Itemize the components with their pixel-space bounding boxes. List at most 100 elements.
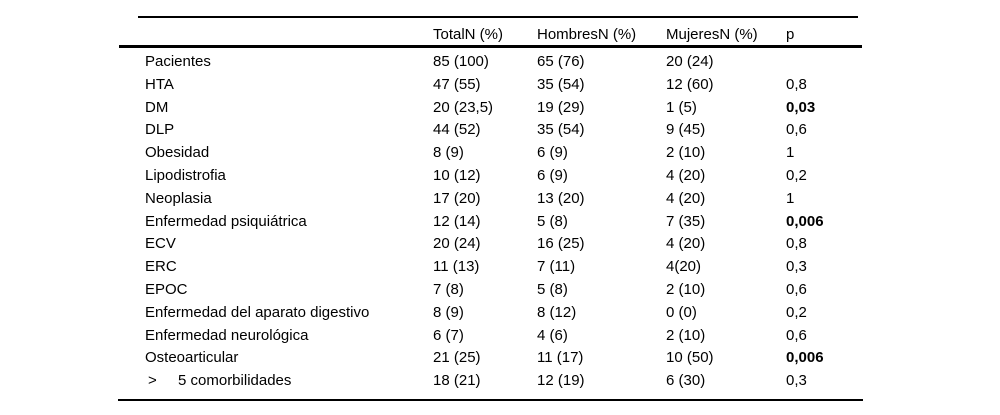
row-label: Lipodistrofia [145, 166, 226, 184]
table-row: HTA 47 (55) 35 (54) 12 (60) 0,8 [145, 74, 858, 97]
row-label-prefix: > [148, 372, 157, 390]
cell-hombres: 5 (8) [537, 212, 568, 230]
cell-mujeres: 7 (35) [666, 212, 706, 230]
cell-mujeres: 2 (10) [666, 280, 706, 298]
row-label: DLP [145, 121, 175, 139]
cell-p: 0,2 [786, 166, 807, 184]
row-label: >5 comorbilidades [145, 370, 433, 393]
row-label: Pacientes [145, 53, 211, 70]
row-label: Obesidad [145, 144, 210, 162]
cell-hombres: 11 (17) [537, 349, 584, 367]
row-label: DM [145, 98, 169, 116]
cell-hombres: 65 (76) [537, 53, 585, 70]
table-header-row: TotalN (%) HombresN (%) MujeresN (%) p [145, 24, 858, 46]
row-label: ECV [145, 235, 176, 253]
cell-p: 0,6 [786, 326, 807, 344]
cell-p [786, 51, 858, 74]
cell-total: 12 (14) [433, 212, 481, 230]
table-bottom-rule [118, 399, 863, 401]
column-header-p: p [786, 26, 795, 43]
cell-p: 0,006 [786, 349, 824, 367]
table-body: Pacientes 85 (100) 65 (76) 20 (24) HTA 47 (55… [145, 51, 858, 393]
cell-total: 21 (25) [433, 349, 481, 367]
cell-total: 44 (52) [433, 121, 481, 139]
cell-p: 0,03 [786, 98, 816, 116]
cell-mujeres: 4 (20) [666, 189, 706, 207]
cell-hombres: 6 (9) [537, 144, 568, 162]
column-header-mujeres: MujeresN (%) [666, 26, 758, 43]
row-label: Osteoarticular [145, 349, 239, 367]
cell-p: 0,006 [786, 212, 824, 230]
cell-p: 0,2 [786, 303, 807, 321]
table-row: ECV 20 (24) 16 (25) 4 (20) 0,8 [145, 233, 858, 256]
table-row: DM 20 (23,5) 19 (29) 1 (5) 0,03 [145, 97, 858, 120]
cell-p: 1 [786, 189, 795, 207]
table-row: >5 comorbilidades 18 (21) 12 (19) 6 (30) 0,3 [145, 370, 858, 393]
cell-mujeres: 4 (20) [666, 166, 706, 184]
cell-hombres: 16 (25) [537, 235, 585, 253]
cell-total: 10 (12) [433, 166, 481, 184]
cell-total: 7 (8) [433, 280, 464, 298]
cell-hombres: 19 (29) [537, 98, 585, 116]
cell-mujeres: 1 (5) [666, 98, 697, 116]
cell-mujeres: 4 (20) [666, 235, 706, 253]
cell-p: 0,8 [786, 235, 807, 253]
cell-p: 0,3 [786, 372, 807, 390]
cell-p: 0,6 [786, 121, 807, 139]
cell-mujeres: 2 (10) [666, 144, 706, 162]
cell-p: 0,8 [786, 75, 807, 93]
cell-total: 17 (20) [433, 189, 481, 207]
table-row: Enfermedad psiquiátrica 12 (14) 5 (8) 7 (35… [145, 211, 858, 234]
column-header-label [145, 24, 433, 46]
cell-mujeres: 9 (45) [666, 121, 706, 139]
cell-p: 0,6 [786, 280, 807, 298]
cell-mujeres: 12 (60) [666, 75, 714, 93]
cell-total: 6 (7) [433, 326, 464, 344]
row-label: EPOC [145, 280, 188, 298]
cell-p: 1 [786, 144, 795, 162]
cell-total: 20 (23,5) [433, 98, 494, 116]
cell-mujeres: 4(20) [666, 258, 702, 276]
table-row: Neoplasia 17 (20) 13 (20) 4 (20) 1 [145, 188, 858, 211]
cell-p: 0,3 [786, 258, 807, 276]
cell-hombres: 12 (19) [537, 372, 585, 390]
cell-total: 11 (13) [433, 258, 480, 276]
table-row: Enfermedad neurológica 6 (7) 4 (6) 2 (10) 0,… [145, 325, 858, 348]
cell-total: 8 (9) [433, 303, 464, 321]
cell-total: 18 (21) [433, 372, 481, 390]
cell-hombres: 7 (11) [537, 258, 576, 276]
cell-total: 8 (9) [433, 144, 464, 162]
table-header-rule [119, 45, 862, 48]
table-row: Lipodistrofia 10 (12) 6 (9) 4 (20) 0,2 [145, 165, 858, 188]
cell-total: 47 (55) [433, 75, 481, 93]
table-row: ERC 11 (13) 7 (11) 4(20) 0,3 [145, 256, 858, 279]
table-row: Pacientes 85 (100) 65 (76) 20 (24) [145, 51, 858, 74]
table-row: Osteoarticular 21 (25) 11 (17) 10 (50) 0,006 [145, 347, 858, 370]
cell-hombres: 35 (54) [537, 121, 585, 139]
table-row: Enfermedad del aparato digestivo 8 (9) 8 (… [145, 302, 858, 325]
cell-total: 85 (100) [433, 53, 489, 70]
row-label-text: 5 comorbilidades [178, 372, 292, 390]
table-row: Obesidad 8 (9) 6 (9) 2 (10) 1 [145, 142, 858, 165]
column-header-total: TotalN (%) [433, 26, 504, 43]
cell-hombres: 13 (20) [537, 189, 585, 207]
table-top-rule [138, 16, 858, 18]
cell-mujeres: 0 (0) [666, 303, 697, 321]
row-label: Enfermedad del aparato digestivo [145, 303, 370, 321]
table-row: DLP 44 (52) 35 (54) 9 (45) 0,6 [145, 119, 858, 142]
cell-total: 20 (24) [433, 235, 481, 253]
row-label: HTA [145, 75, 174, 93]
cell-hombres: 4 (6) [537, 326, 568, 344]
cell-mujeres: 20 (24) [666, 53, 714, 70]
cell-mujeres: 6 (30) [666, 372, 706, 390]
cell-mujeres: 2 (10) [666, 326, 706, 344]
row-label: ERC [145, 258, 177, 276]
row-label: Enfermedad psiquiátrica [145, 212, 307, 230]
row-label: Enfermedad neurológica [145, 326, 309, 344]
cell-mujeres: 10 (50) [666, 349, 714, 367]
column-header-hombres: HombresN (%) [537, 26, 637, 43]
cell-hombres: 8 (12) [537, 303, 577, 321]
cell-hombres: 6 (9) [537, 166, 568, 184]
table-row: EPOC 7 (8) 5 (8) 2 (10) 0,6 [145, 279, 858, 302]
